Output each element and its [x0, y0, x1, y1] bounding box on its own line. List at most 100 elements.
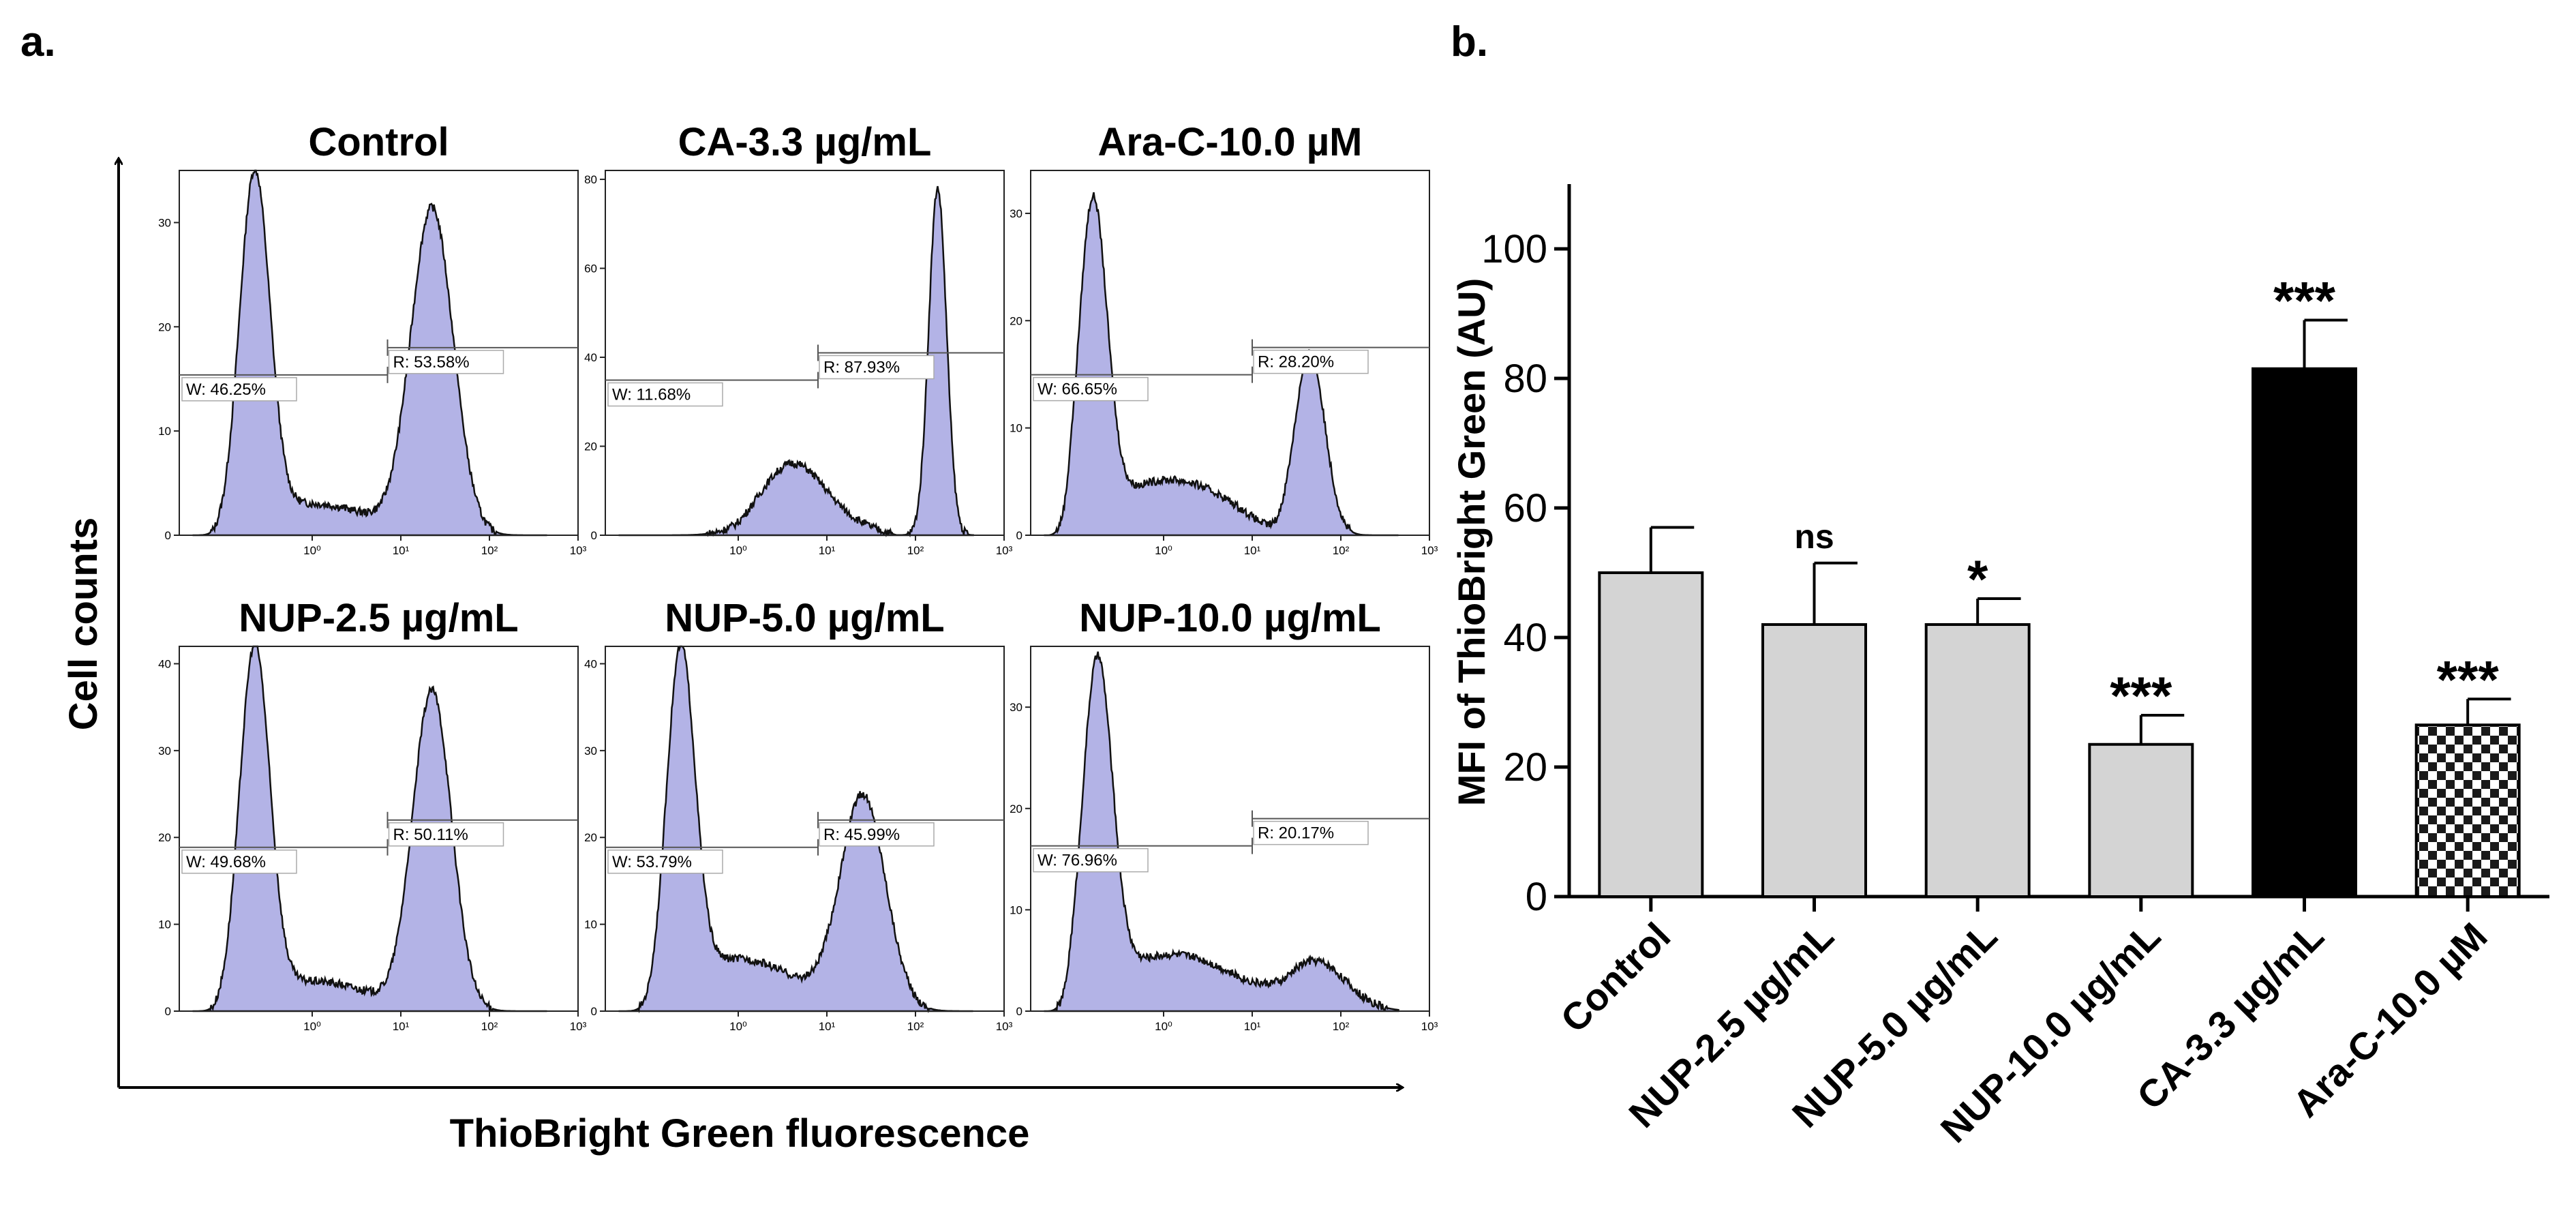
histogram-frame — [179, 646, 579, 1012]
x-tick-label: 10¹ — [393, 544, 410, 557]
histogram-area — [192, 169, 547, 537]
histogram-title: CA-3.3 µg/mL — [678, 120, 932, 164]
category-label: Control — [1552, 914, 1678, 1040]
y-tick-label: 0 — [1016, 529, 1022, 542]
x-tick-label: 10² — [907, 1020, 924, 1033]
gate-r-label-box — [1253, 349, 1369, 374]
gate-r-label: R: 45.99% — [823, 826, 900, 844]
x-tick-label: 10³ — [996, 544, 1013, 557]
histogram-panel: NUP-5.0 µg/mL 0 10 20 30 40 10⁰ 10¹ 10² 10³ W: 53.… — [584, 596, 1013, 1033]
y-tick-label: 30 — [584, 745, 597, 758]
y-tick-label: 80 — [584, 173, 597, 186]
y-tick-label: 20 — [158, 831, 171, 844]
y-tick-label: 10 — [584, 918, 597, 931]
panel-a-label: a. — [20, 18, 56, 65]
y-tick-label: 20 — [1010, 802, 1022, 815]
y-tick-label: 10 — [1010, 422, 1022, 435]
significance-label: *** — [2273, 271, 2336, 331]
gate-r-label-box — [388, 350, 504, 374]
gate-w-label: W: 46.25% — [186, 380, 266, 399]
y-tick-label: 20 — [584, 831, 597, 844]
y-tick-label: 40 — [1503, 616, 1547, 660]
gate-r-label: R: 50.11% — [393, 826, 468, 844]
histogram-title: Control — [308, 120, 449, 164]
histogram-frame — [179, 170, 579, 536]
x-tick-label: 10² — [1333, 544, 1350, 557]
bar — [1761, 623, 1867, 898]
x-tick-label: 10⁰ — [303, 544, 321, 557]
gate-r-label: R: 28.20% — [1258, 353, 1334, 372]
x-tick-label: 10¹ — [1244, 544, 1261, 557]
y-tick-label: 30 — [158, 745, 171, 758]
gate-r-label-box — [1253, 820, 1369, 845]
gate-r-label: R: 87.93% — [823, 359, 900, 377]
x-tick-label: 10⁰ — [1155, 544, 1172, 557]
gate-r-label: R: 53.58% — [393, 353, 470, 372]
x-tick-label: 10³ — [996, 1020, 1013, 1033]
y-tick-label: 30 — [1010, 207, 1022, 220]
gate-w-label-box — [607, 382, 723, 407]
x-tick-label: 10¹ — [819, 544, 836, 557]
gate-w-label-box — [181, 377, 297, 402]
histogram-panel: Control 0 10 20 30 10⁰ 10¹ 10² 10³ W: 46.25% R: 53… — [158, 120, 587, 557]
y-tick-label: 0 — [165, 529, 171, 542]
gate-w-label: W: 76.96% — [1037, 852, 1117, 870]
histogram-area — [618, 645, 973, 1014]
y-tick-label: 20 — [584, 440, 597, 453]
bar-chart-y-axis-label: MFI of ThioBright Green (AU) — [1450, 278, 1493, 807]
y-tick-label: 0 — [591, 1005, 597, 1018]
gate-r-label-box — [819, 355, 935, 380]
histogram-title: NUP-2.5 µg/mL — [239, 596, 518, 640]
bar — [1598, 571, 1704, 898]
panel-a-y-axis-label: Cell counts — [61, 518, 106, 731]
gate-r-label-box — [388, 822, 504, 847]
y-tick-label: 40 — [584, 657, 597, 670]
x-tick-label: 10⁰ — [729, 544, 747, 557]
x-tick-label: 10⁰ — [1155, 1020, 1172, 1033]
gate-w-label-box — [181, 850, 297, 874]
y-tick-label: 0 — [1016, 1005, 1022, 1018]
x-tick-label: 10¹ — [393, 1020, 410, 1033]
histogram-title: NUP-5.0 µg/mL — [665, 596, 944, 640]
y-tick-label: 10 — [1010, 903, 1022, 916]
histogram-title: NUP-10.0 µg/mL — [1079, 596, 1381, 640]
gate-w-label: W: 49.68% — [186, 853, 266, 871]
bar — [2252, 367, 2357, 898]
panel-b-label: b. — [1451, 18, 1488, 65]
x-tick-label: 10² — [1333, 1020, 1350, 1033]
x-tick-label: 10² — [481, 544, 498, 557]
gate-w-label-box — [1033, 847, 1149, 873]
histogram-grid: Control 0 10 20 30 10⁰ 10¹ 10² 10³ W: 46.25% R: 53… — [158, 120, 1438, 1033]
y-tick-label: 0 — [591, 529, 597, 542]
x-tick-label: 10³ — [570, 1020, 587, 1033]
histogram-area — [1044, 192, 1399, 537]
gate-r-label: R: 20.17% — [1258, 824, 1334, 843]
histogram-area — [1044, 651, 1399, 1012]
y-tick-label: 20 — [1010, 314, 1022, 327]
gate-w-label: W: 11.68% — [612, 386, 691, 404]
histogram-panel: CA-3.3 µg/mL 0 20 40 60 80 10⁰ 10¹ 10² 10³ W: 11.6… — [584, 120, 1013, 557]
gate-r-label-box — [819, 822, 935, 847]
histogram-frame — [605, 646, 1005, 1012]
histogram-panel: Ara-C-10.0 µM 0 10 20 30 10⁰ 10¹ 10² 10³ W: 66.65… — [1010, 120, 1438, 557]
x-tick-label: 10² — [907, 544, 924, 557]
y-tick-label: 10 — [158, 918, 171, 931]
panel-a-x-axis-label: ThioBright Green fluorescence — [450, 1111, 1030, 1156]
x-tick-label: 10¹ — [819, 1020, 836, 1033]
significance-label: * — [1967, 549, 1988, 609]
histogram-title: Ara-C-10.0 µM — [1098, 120, 1363, 164]
significance-label: *** — [2110, 665, 2172, 725]
y-tick-label: 100 — [1481, 227, 1547, 271]
y-tick-label: 30 — [1010, 701, 1022, 714]
x-tick-label: 10⁰ — [303, 1020, 321, 1033]
y-tick-label: 40 — [584, 351, 597, 364]
histogram-panel: NUP-2.5 µg/mL 0 10 20 30 40 10⁰ 10¹ 10² 10³ W: 49.… — [158, 596, 587, 1033]
gate-w-label: W: 53.79% — [612, 853, 692, 871]
panel-b: b. MFI of ThioBright Green (AU) 0 20 40 60 8… — [1450, 18, 2549, 1151]
histogram-frame — [1030, 170, 1430, 536]
x-tick-label: 10³ — [1421, 1020, 1438, 1033]
gate-w-label: W: 66.65% — [1037, 380, 1117, 399]
y-tick-label: 60 — [584, 262, 597, 275]
bar — [2414, 723, 2521, 898]
